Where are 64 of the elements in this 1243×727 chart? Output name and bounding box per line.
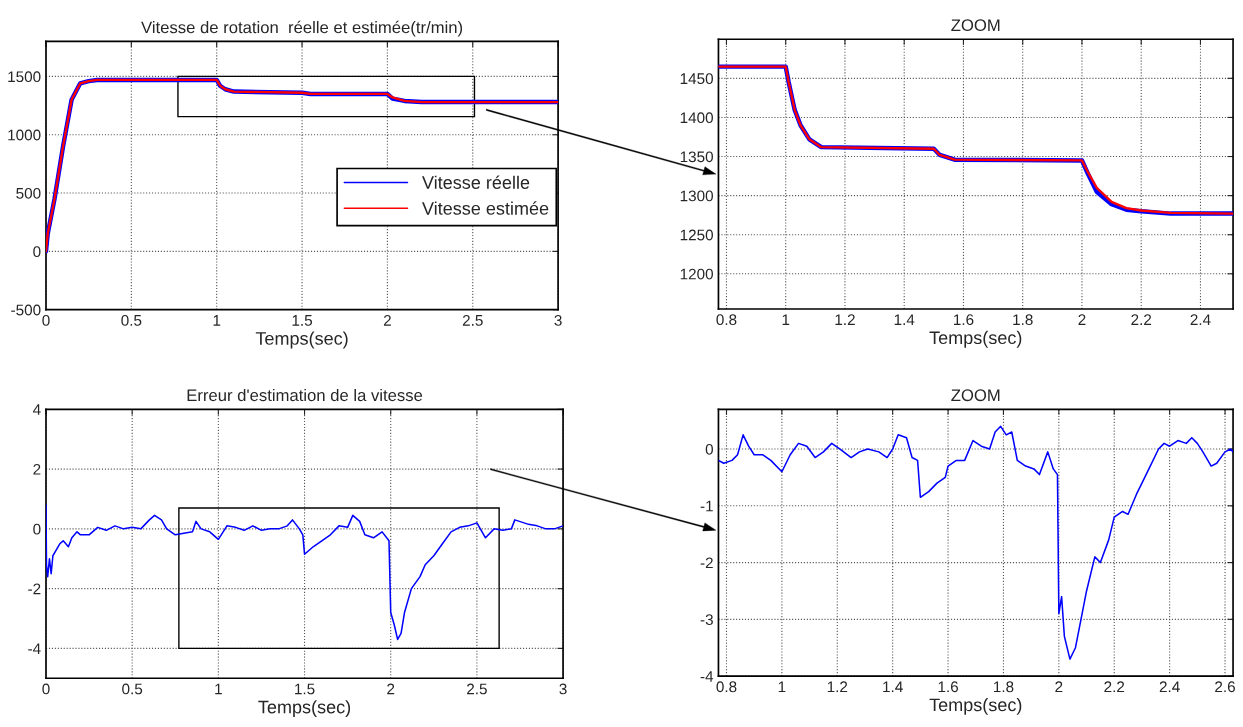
x-tick-label: 0.5 [121,314,142,326]
y-tick-label: 1200 [680,268,713,280]
y-tick-label: 1300 [680,190,713,202]
y-tick-label: 1350 [680,151,713,163]
chart-title: Erreur d'estimation de la vitesse [187,388,423,402]
y-tick-label: -2 [700,557,713,569]
y-tick-label: 1450 [680,73,713,85]
x-axis-title: Temps(sec) [929,330,1022,348]
x-tick-label: 1.5 [295,683,315,695]
x-tick-label: 2 [1055,681,1063,693]
y-tick-label: -4 [700,671,714,682]
x-tick-label: 3 [559,683,567,695]
y-tick-label: 0 [33,523,41,535]
x-axis-title: Temps(sec) [258,700,351,717]
x-tick-label: 1.2 [827,681,848,693]
x-tick-label: 1.5 [292,315,313,326]
y-tick-label: -2 [28,583,41,595]
x-axis-title: Temps(sec) [255,331,348,349]
y-tick-label: -1 [700,500,713,512]
legend-label: Vitesse estimée [422,201,549,215]
x-tick-label: 1.8 [1013,314,1033,326]
legend-label: Vitesse réelle [422,175,530,189]
chart-title: ZOOM [951,19,1000,32]
y-tick-label: 1250 [680,229,713,241]
y-tick-label: 4 [32,404,41,415]
x-tick-label: 0.8 [716,681,737,693]
y-tick-label: -500 [11,304,41,316]
x-tick-label: 2 [383,314,391,326]
x-tick-label: 2 [387,683,395,695]
y-tick-label: -3 [700,614,713,626]
y-tick-label: 1000 [8,129,41,141]
x-tick-label: 1.4 [894,314,915,325]
x-tick-label: 0.5 [122,683,143,695]
x-tick-label: 2 [1078,314,1086,325]
x-tick-label: 1.6 [954,314,974,326]
x-tick-label: 0 [42,683,50,695]
x-tick-label: 1.2 [835,314,855,325]
x-tick-label: 1 [213,315,221,326]
x-tick-label: 2.5 [467,683,487,695]
x-tick-label: 2.2 [1104,681,1125,693]
x-tick-label: 1 [215,683,222,695]
y-tick-label: 2 [33,463,41,475]
x-tick-label: 2.4 [1159,681,1180,693]
chart-title: Vitesse de rotation réelle et estimée(tr/min) [141,20,463,37]
y-tick-label: 0 [705,443,713,455]
y-tick-label: -4 [28,643,41,654]
x-tick-label: 2.5 [462,314,483,326]
x-tick-label: 0.8 [716,314,737,326]
y-tick-label: 1400 [680,112,713,124]
x-tick-label: 1 [778,681,786,693]
x-tick-label: 1.8 [994,681,1014,693]
chart-title: ZOOM [951,389,1000,402]
x-tick-label: 1.4 [883,681,903,693]
x-axis-title: Temps(sec) [929,697,1022,715]
y-tick-label: 0 [33,246,41,258]
x-tick-label: 3 [554,314,562,326]
y-tick-label: 1500 [8,71,41,83]
x-tick-label: 2.2 [1131,314,1152,325]
x-tick-label: 1.6 [938,681,959,693]
x-tick-label: 1 [782,314,790,325]
x-tick-label: 2.6 [1215,681,1235,693]
x-tick-label: 0 [42,314,50,326]
x-tick-label: 2.4 [1190,314,1211,325]
y-tick-label: 500 [16,187,41,199]
